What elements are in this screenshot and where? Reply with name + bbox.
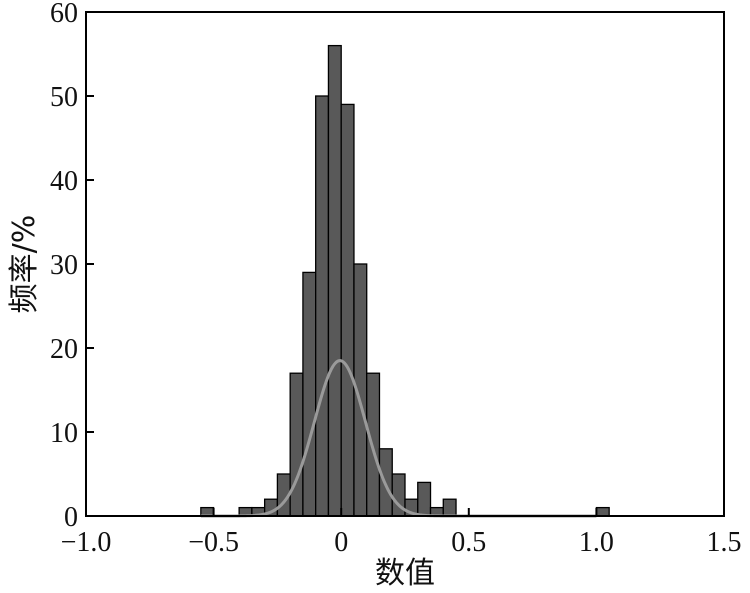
y-tick-label-1: 10	[50, 418, 78, 449]
x-tick-label-5: 1.5	[707, 527, 742, 558]
bars-group	[201, 46, 609, 516]
histogram-bar-18	[596, 508, 609, 516]
y-axis-ticks: 0 10 20 30 40 50 60	[50, 0, 94, 533]
y-tick-label-0: 0	[64, 502, 78, 533]
y-tick-label-2: 20	[50, 334, 78, 365]
histogram-bar-6	[303, 272, 316, 516]
x-tick-label-4: 1.0	[579, 527, 614, 558]
histogram-bar-15	[418, 482, 431, 516]
histogram-bar-5	[290, 373, 303, 516]
y-tick-label-5: 50	[50, 82, 78, 113]
y-axis-title: 频率/%	[7, 215, 42, 314]
x-tick-label-3: 0.5	[451, 527, 486, 558]
y-tick-label-4: 40	[50, 166, 78, 197]
x-axis-title: 数值	[375, 556, 435, 591]
y-tick-label-6: 60	[50, 0, 78, 29]
histogram-bar-8	[328, 46, 341, 516]
histogram-bar-17	[443, 499, 456, 516]
x-tick-label-1: −0.5	[188, 527, 239, 558]
x-tick-label-2: 0	[334, 527, 348, 558]
plot-frame	[86, 12, 724, 516]
histogram-bar-9	[341, 104, 354, 516]
y-tick-label-3: 30	[50, 250, 78, 281]
histogram-bar-7	[316, 96, 329, 516]
